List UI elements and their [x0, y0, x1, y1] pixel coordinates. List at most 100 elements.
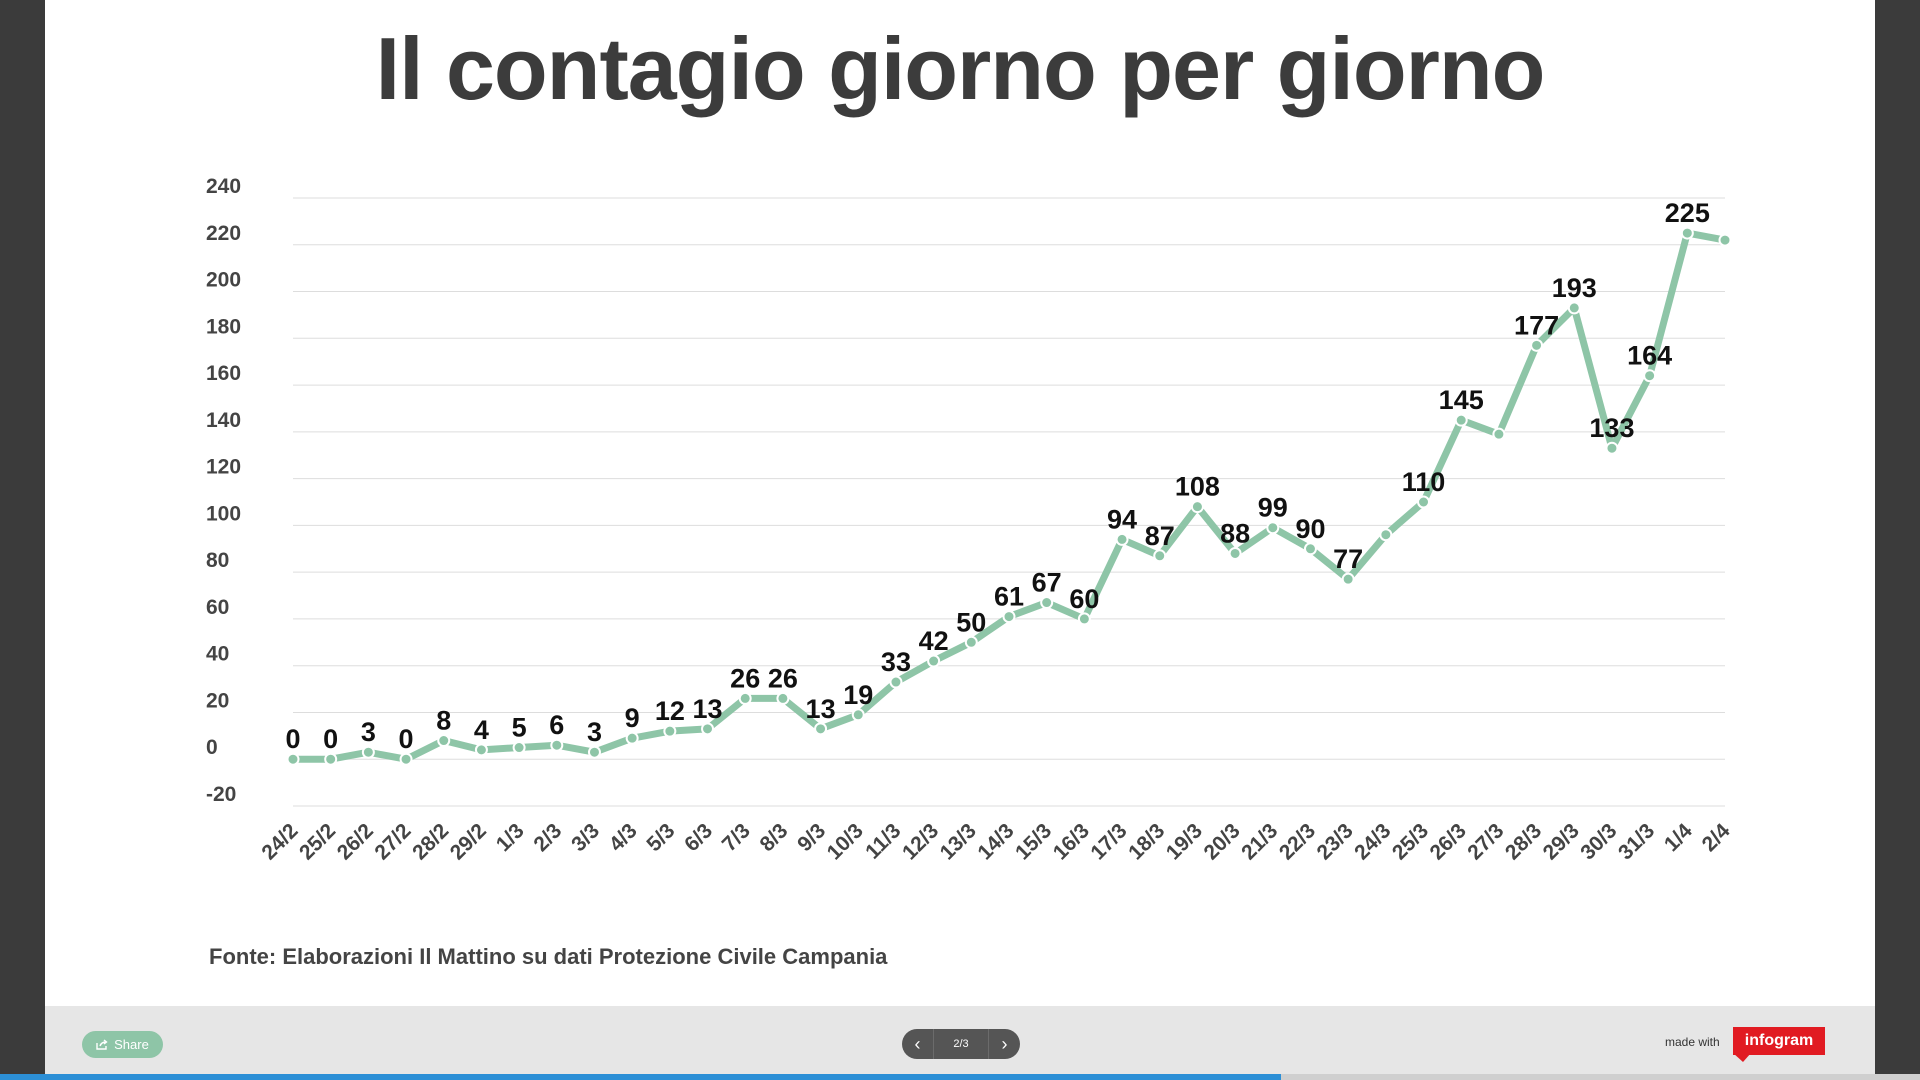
data-point [1115, 532, 1129, 546]
chevron-left-icon: ‹ [914, 1033, 921, 1054]
y-tick-label: 40 [206, 643, 229, 666]
y-tick-label: 20 [206, 689, 229, 712]
chevron-right-icon: › [1001, 1033, 1008, 1054]
x-tick-label: 6/3 [680, 819, 717, 856]
x-tick-label: 26/2 [333, 819, 378, 864]
page-indicator: 2/3 [933, 1029, 989, 1059]
data-point [1379, 528, 1393, 542]
data-label: 0 [323, 724, 338, 754]
chart-title: Il contagio giorno per giorno [375, 19, 1546, 118]
data-label: 9 [625, 703, 640, 733]
x-tick-label: 17/3 [1086, 819, 1131, 864]
data-point [474, 743, 488, 757]
data-label: 13 [693, 694, 723, 724]
x-tick-label: 26/3 [1426, 819, 1471, 864]
x-tick-label: 22/3 [1275, 819, 1320, 864]
data-point [701, 722, 715, 736]
y-tick-label: 160 [206, 362, 241, 385]
data-point [587, 745, 601, 759]
y-tick-label: 180 [206, 315, 241, 338]
data-label: 133 [1589, 413, 1634, 443]
y-tick-label: 240 [206, 175, 241, 198]
data-label: 110 [1402, 467, 1446, 497]
x-tick-label: 4/3 [605, 819, 642, 856]
data-point [1341, 572, 1355, 586]
x-tick-label: 1/3 [492, 819, 529, 856]
data-point [286, 752, 300, 766]
data-point [1567, 301, 1581, 315]
y-tick-label: 200 [206, 269, 241, 292]
share-button[interactable]: Share [82, 1031, 163, 1058]
data-label: 6 [549, 710, 564, 740]
x-tick-label: 25/2 [295, 819, 340, 864]
data-point [927, 654, 941, 668]
x-tick-label: 2/4 [1698, 819, 1735, 856]
x-tick-label: 20/3 [1199, 819, 1244, 864]
share-label: Share [114, 1037, 149, 1052]
x-tick-label: 19/3 [1162, 819, 1207, 864]
data-point [1303, 542, 1317, 556]
made-with-label: made with [1665, 1035, 1720, 1049]
data-label: 145 [1439, 385, 1484, 415]
x-tick-label: 25/3 [1388, 819, 1433, 864]
data-label: 3 [587, 717, 602, 747]
y-tick-label: 0 [206, 736, 218, 759]
x-tick-label: 24/3 [1350, 819, 1395, 864]
data-label: 33 [881, 647, 911, 677]
data-label: 12 [655, 696, 685, 726]
data-label: 13 [806, 694, 836, 724]
data-label: 8 [436, 706, 451, 736]
y-tick-label: 60 [206, 596, 229, 619]
x-tick-label: 27/2 [370, 819, 415, 864]
data-point [1228, 546, 1242, 560]
data-label: 177 [1514, 310, 1559, 340]
data-point [1454, 413, 1468, 427]
footer-bar: Share ‹ 2/3 › made with infogram [45, 1006, 1875, 1074]
data-point [1417, 495, 1431, 509]
x-tick-label: 7/3 [718, 819, 755, 856]
x-tick-label: 15/3 [1011, 819, 1056, 864]
data-label: 4 [474, 715, 489, 745]
x-tick-label: 12/3 [898, 819, 943, 864]
next-page-button[interactable]: › [989, 1029, 1020, 1059]
x-tick-label: 16/3 [1049, 819, 1094, 864]
progress-bar [0, 1074, 1920, 1080]
data-point [512, 741, 526, 755]
data-point [1605, 441, 1619, 455]
x-tick-label: 10/3 [823, 819, 868, 864]
data-label: 99 [1258, 493, 1288, 523]
infographic-panel: Il contagio giorno per giorno 240 220 200 1… [45, 0, 1875, 1080]
x-tick-label: 29/2 [446, 819, 491, 864]
data-label: 42 [919, 626, 949, 656]
infogram-logo[interactable]: infogram [1733, 1027, 1825, 1055]
source-note: Fonte: Elaborazioni Il Mattino su dati P… [209, 944, 888, 969]
data-point [550, 738, 564, 752]
data-point [663, 724, 677, 738]
data-label: 0 [399, 724, 414, 754]
data-label: 60 [1069, 584, 1099, 614]
data-label: 90 [1295, 514, 1325, 544]
x-tick-label: 24/2 [257, 819, 302, 864]
prev-page-button[interactable]: ‹ [902, 1029, 933, 1059]
x-tick-label: 30/3 [1576, 819, 1621, 864]
x-tick-label: 14/3 [973, 819, 1018, 864]
y-tick-label: -20 [206, 783, 236, 806]
progress-fill [0, 1074, 1281, 1080]
data-label: 26 [768, 663, 798, 693]
x-tick-label: 28/3 [1501, 819, 1546, 864]
data-label: 164 [1627, 341, 1672, 371]
data-point [324, 752, 338, 766]
y-tick-label: 80 [206, 549, 229, 572]
logo-tail [1733, 1053, 1751, 1062]
data-point [889, 675, 903, 689]
data-point [1643, 369, 1657, 383]
series-line [289, 229, 1729, 763]
x-tick-label: 5/3 [642, 819, 679, 856]
x-tick-label: 29/3 [1539, 819, 1584, 864]
x-tick-label: 23/3 [1313, 819, 1358, 864]
data-label: 225 [1665, 198, 1710, 228]
y-tick-label: 140 [206, 409, 241, 432]
data-label: 193 [1552, 273, 1597, 303]
data-point [738, 691, 752, 705]
